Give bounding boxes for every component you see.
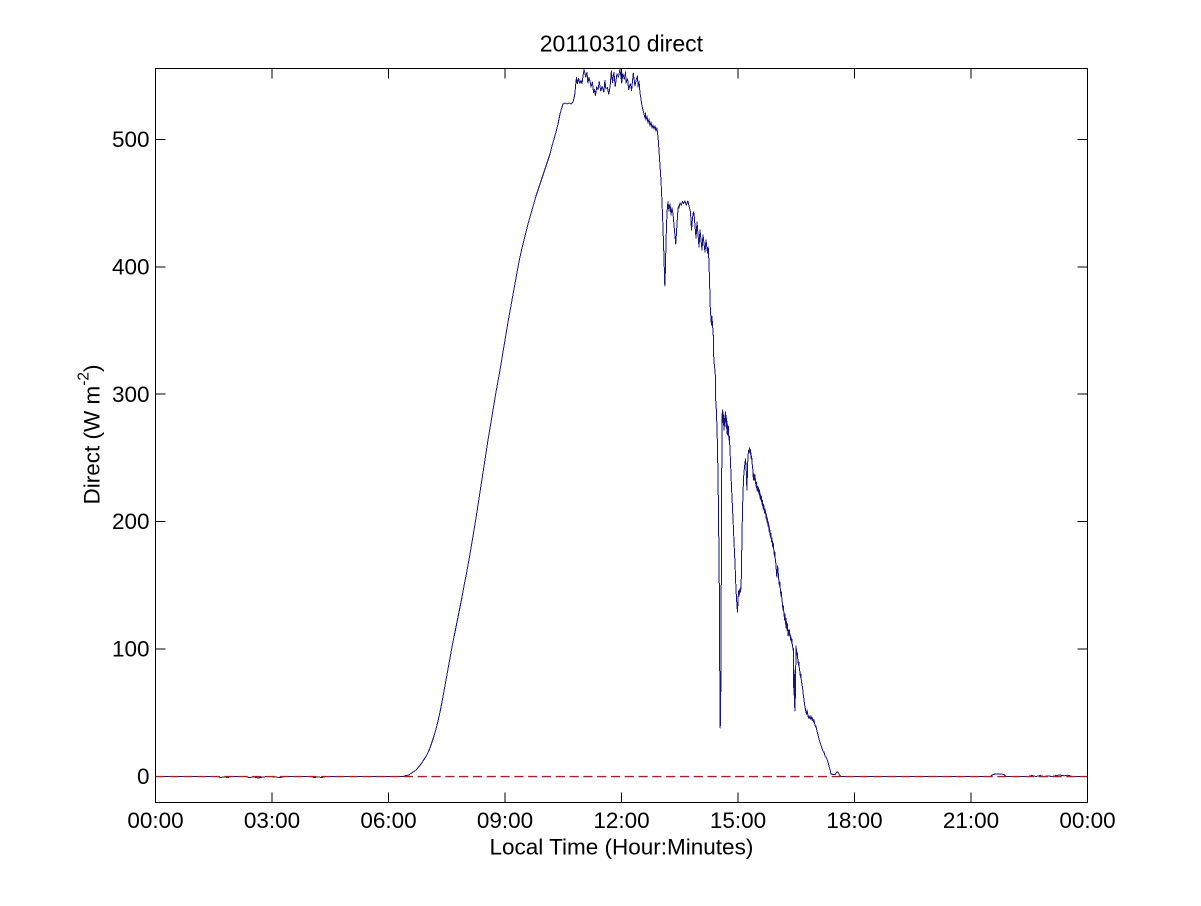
svg-text:Local Time (Hour:Minutes): Local Time (Hour:Minutes) <box>489 835 753 860</box>
svg-text:03:00: 03:00 <box>244 808 300 833</box>
svg-text:12:00: 12:00 <box>593 808 649 833</box>
svg-text:15:00: 15:00 <box>710 808 766 833</box>
svg-text:0: 0 <box>137 764 150 789</box>
svg-text:06:00: 06:00 <box>360 808 416 833</box>
svg-text:21:00: 21:00 <box>943 808 999 833</box>
svg-text:100: 100 <box>112 637 150 662</box>
svg-text:18:00: 18:00 <box>826 808 882 833</box>
svg-text:Direct (W m-2): Direct (W m-2) <box>76 364 105 504</box>
svg-text:500: 500 <box>112 127 150 152</box>
svg-text:00:00: 00:00 <box>1059 808 1115 833</box>
svg-text:300: 300 <box>112 382 150 407</box>
svg-text:400: 400 <box>112 254 150 279</box>
svg-text:20110310 direct: 20110310 direct <box>540 31 704 57</box>
svg-text:09:00: 09:00 <box>477 808 533 833</box>
svg-text:00:00: 00:00 <box>127 808 183 833</box>
svg-text:200: 200 <box>112 509 150 534</box>
